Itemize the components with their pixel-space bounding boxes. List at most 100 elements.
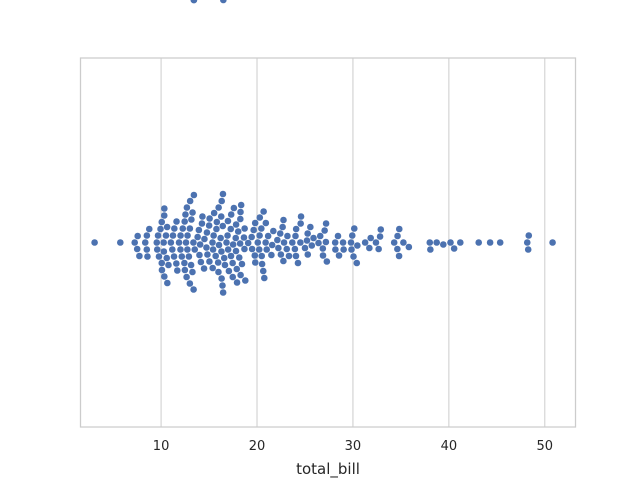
swarm-point	[189, 268, 196, 276]
swarm-point	[143, 232, 151, 239]
swarm-point	[339, 239, 347, 246]
x-tick-label: 20	[249, 439, 266, 454]
swarm-point	[350, 225, 358, 232]
swarm-point	[254, 239, 262, 246]
swarm-point	[241, 245, 248, 253]
swarm-point	[261, 274, 268, 282]
swarm-point	[187, 261, 195, 269]
swarm-point	[161, 273, 168, 280]
swarm-point	[161, 205, 168, 212]
swarm-point	[277, 251, 285, 258]
swarm-point	[303, 237, 311, 244]
swarm-point	[188, 216, 195, 223]
swarm-point	[496, 239, 504, 246]
swarm-point	[153, 246, 161, 253]
swarm-point	[220, 254, 228, 262]
swarm-point	[377, 226, 385, 233]
swarm-point	[229, 259, 236, 267]
swarm-point	[171, 225, 178, 232]
swarm-point	[196, 251, 203, 259]
swarm-point	[395, 252, 403, 260]
swarm-point	[186, 280, 194, 287]
swarm-point	[177, 246, 184, 253]
swarm-point	[304, 251, 312, 258]
swarm-point	[197, 258, 205, 266]
swarm-point	[181, 266, 189, 274]
swarm-point	[289, 239, 296, 246]
swarm-point	[179, 225, 187, 232]
swarm-point	[291, 245, 299, 253]
swarm-point	[316, 232, 324, 240]
swarm-point	[210, 232, 217, 239]
swarm-point	[400, 239, 407, 246]
swarm-point	[163, 223, 171, 231]
swarm-point	[475, 239, 483, 246]
swarm-point	[375, 245, 382, 253]
swarm-point	[136, 252, 143, 260]
swarm-point	[304, 230, 311, 237]
swarm-point	[258, 225, 265, 232]
swarm-point	[256, 214, 264, 221]
swarm-point	[190, 191, 198, 199]
swarm-point	[405, 243, 413, 251]
swarm-point	[181, 259, 188, 267]
points-layer	[91, 0, 556, 296]
swarm-point	[165, 261, 172, 269]
swarm-point	[214, 259, 222, 266]
swarm-point	[131, 239, 138, 246]
swarm-point	[160, 248, 168, 255]
swarm-point	[251, 219, 259, 227]
swarm-point	[227, 252, 235, 260]
swarm-point	[258, 252, 266, 260]
swarm-point	[218, 197, 226, 205]
swarm-point	[178, 253, 186, 260]
swarm-point	[215, 204, 222, 211]
swarm-point	[141, 239, 149, 246]
swarm-point	[321, 227, 328, 234]
swarm-point	[199, 213, 206, 220]
swarm-point	[134, 232, 141, 240]
swarm-point	[262, 219, 270, 227]
swarm-point	[169, 246, 176, 253]
swarm-point	[367, 234, 374, 242]
swarm-point	[218, 275, 225, 282]
swarm-point	[232, 221, 240, 228]
swarm-point	[456, 239, 464, 246]
swarm-point	[322, 238, 330, 246]
swarm-point	[215, 268, 222, 276]
swarm-point	[283, 245, 291, 253]
swarm-point	[297, 213, 305, 220]
swarm-point	[177, 232, 184, 239]
swarm-point	[255, 246, 263, 253]
swarm-point	[238, 260, 246, 268]
swarm-point	[268, 241, 276, 249]
swarm-point	[233, 279, 241, 286]
swarm-point	[280, 216, 287, 224]
swarm-point	[348, 246, 355, 253]
swarm-point	[297, 239, 304, 246]
swarm-point	[191, 246, 199, 253]
swarm-point	[133, 245, 141, 253]
swarm-point	[376, 233, 384, 240]
swarm-point	[390, 239, 398, 246]
swarm-point	[260, 208, 267, 215]
swarm-point	[182, 211, 189, 218]
swarm-point	[262, 239, 269, 246]
swarm-point	[297, 220, 304, 227]
swarm-point	[145, 225, 153, 233]
swarm-point	[158, 266, 166, 274]
swarm-point	[163, 254, 171, 262]
swarm-point	[233, 265, 241, 273]
swarm-point	[205, 222, 213, 229]
swarm-point	[280, 239, 288, 246]
x-tick-label: 10	[153, 439, 170, 454]
x-tick-label: 40	[441, 439, 458, 454]
swarm-point	[143, 246, 151, 253]
swarm-point	[164, 279, 171, 287]
swarm-point	[366, 244, 373, 252]
swarm-point	[203, 229, 211, 236]
swarm-point	[219, 282, 226, 289]
swarm-point	[173, 267, 181, 274]
swarm-point	[242, 277, 249, 284]
